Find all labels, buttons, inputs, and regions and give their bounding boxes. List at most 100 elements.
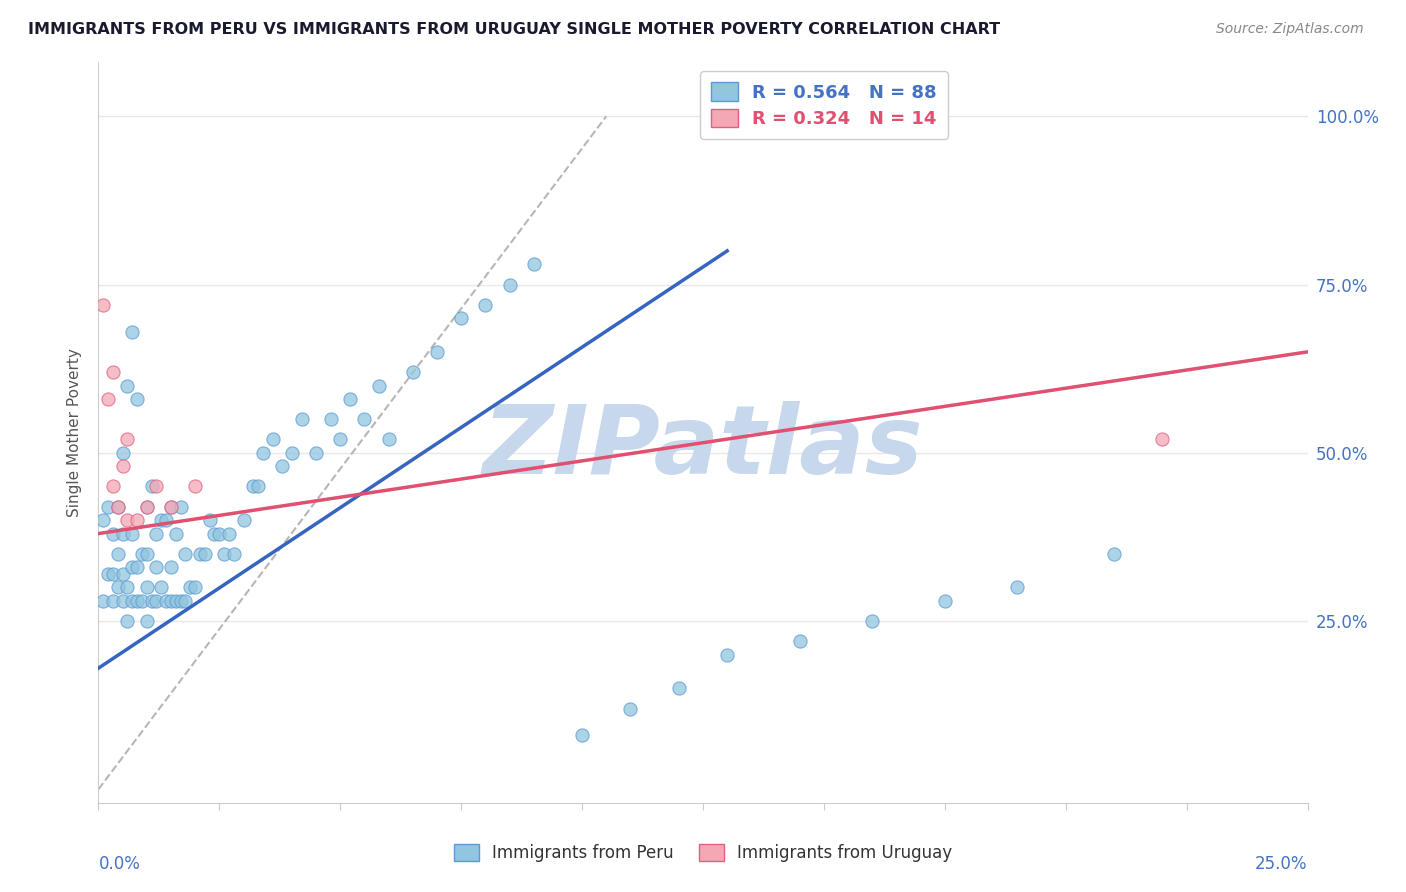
Point: [111, 594, 134, 608]
Point: [97, 500, 120, 514]
Point: [127, 594, 149, 608]
Point: [127, 513, 149, 527]
Point: [368, 378, 391, 392]
Point: [1007, 581, 1029, 595]
Point: [222, 547, 245, 561]
Point: [111, 566, 134, 581]
Point: [619, 701, 641, 715]
Point: [91, 513, 114, 527]
Text: ZIPatlas: ZIPatlas: [482, 401, 924, 494]
Point: [121, 560, 143, 574]
Point: [145, 526, 167, 541]
Point: [91, 298, 114, 312]
Point: [101, 566, 124, 581]
Point: [117, 581, 139, 595]
Point: [184, 479, 207, 493]
Point: [107, 500, 129, 514]
Point: [498, 277, 520, 292]
Text: 0.0%: 0.0%: [98, 855, 141, 872]
Point: [117, 614, 139, 628]
Point: [160, 560, 183, 574]
Point: [160, 594, 183, 608]
Point: [121, 526, 143, 541]
Point: [117, 378, 139, 392]
Point: [97, 392, 120, 406]
Point: [131, 594, 153, 608]
Point: [107, 581, 129, 595]
Point: [145, 560, 167, 574]
Point: [319, 412, 342, 426]
Point: [402, 365, 425, 379]
Point: [184, 581, 207, 595]
Point: [198, 513, 221, 527]
Point: [174, 594, 197, 608]
Point: [194, 547, 217, 561]
Point: [141, 594, 163, 608]
Point: [789, 634, 811, 648]
Text: Source: ZipAtlas.com: Source: ZipAtlas.com: [1216, 22, 1364, 37]
Point: [204, 526, 226, 541]
Point: [860, 614, 883, 628]
Point: [188, 547, 211, 561]
Point: [169, 594, 191, 608]
Point: [329, 433, 352, 447]
Point: [1152, 433, 1174, 447]
Point: [127, 560, 149, 574]
Point: [117, 433, 139, 447]
Point: [305, 446, 328, 460]
Text: 25.0%: 25.0%: [1256, 855, 1308, 872]
Point: [150, 581, 173, 595]
Point: [232, 513, 254, 527]
Point: [101, 479, 124, 493]
Point: [426, 344, 449, 359]
Point: [97, 566, 120, 581]
Point: [218, 526, 240, 541]
Point: [155, 594, 177, 608]
Point: [252, 446, 274, 460]
Point: [339, 392, 361, 406]
Point: [91, 594, 114, 608]
Point: [107, 500, 129, 514]
Point: [271, 459, 294, 474]
Point: [290, 412, 312, 426]
Point: [117, 513, 139, 527]
Point: [169, 500, 191, 514]
Point: [121, 325, 143, 339]
Point: [377, 433, 399, 447]
Point: [135, 500, 157, 514]
Point: [247, 479, 270, 493]
Point: [160, 500, 183, 514]
Point: [281, 446, 304, 460]
Point: [135, 614, 157, 628]
Point: [174, 547, 197, 561]
Point: [212, 547, 235, 561]
Point: [131, 547, 153, 561]
Point: [155, 513, 177, 527]
Point: [934, 594, 956, 608]
Point: [135, 500, 157, 514]
Point: [150, 513, 173, 527]
Y-axis label: Single Mother Poverty: Single Mother Poverty: [67, 348, 83, 517]
Point: [145, 479, 167, 493]
Point: [165, 526, 187, 541]
Point: [111, 526, 134, 541]
Point: [165, 594, 187, 608]
Point: [450, 311, 472, 326]
Point: [111, 459, 134, 474]
Point: [135, 581, 157, 595]
Point: [179, 581, 201, 595]
Point: [716, 648, 738, 662]
Point: [107, 547, 129, 561]
Point: [668, 681, 690, 696]
Text: IMMIGRANTS FROM PERU VS IMMIGRANTS FROM URUGUAY SINGLE MOTHER POVERTY CORRELATIO: IMMIGRANTS FROM PERU VS IMMIGRANTS FROM …: [28, 22, 1000, 37]
Point: [474, 298, 496, 312]
Point: [121, 594, 143, 608]
Point: [101, 365, 124, 379]
Point: [242, 479, 264, 493]
Point: [141, 479, 163, 493]
Point: [353, 412, 375, 426]
Legend: Immigrants from Peru, Immigrants from Uruguay: Immigrants from Peru, Immigrants from Ur…: [447, 837, 959, 869]
Point: [208, 526, 231, 541]
Point: [262, 433, 284, 447]
Point: [127, 392, 149, 406]
